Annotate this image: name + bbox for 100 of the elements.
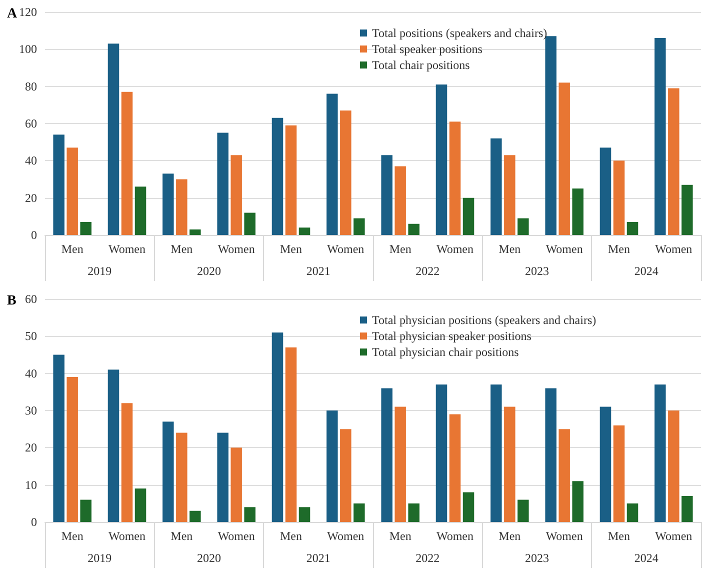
bar (121, 92, 133, 235)
bar (436, 384, 448, 522)
legend-label: Total speaker positions (372, 42, 483, 56)
text: 2019 (88, 551, 112, 565)
bar (162, 422, 174, 522)
bar (408, 224, 420, 235)
y-tick-label: 60 (25, 292, 37, 306)
legend-label: Total positions (speakers and chairs) (372, 26, 548, 40)
y-tick-label: 120 (19, 5, 37, 19)
bar (572, 481, 584, 522)
x-tick-label: Women (655, 242, 692, 256)
bar (626, 222, 638, 235)
bar (381, 388, 392, 522)
bar (285, 125, 297, 235)
bar (108, 370, 120, 522)
bar (80, 222, 92, 235)
bar (572, 188, 584, 235)
chart-title: B (7, 294, 16, 308)
bar (626, 503, 638, 522)
bar (272, 332, 284, 522)
bar (504, 155, 516, 235)
x-tick-label: Men (389, 529, 412, 543)
x-tick-label: Women (108, 242, 146, 256)
bar (134, 488, 146, 522)
bar (668, 88, 680, 235)
bar (462, 198, 474, 235)
bar (354, 218, 365, 235)
y-tick-label: 40 (25, 366, 37, 380)
x-tick-label: Men (498, 529, 521, 543)
bar (298, 228, 310, 235)
x-tick-label: Women (546, 529, 583, 543)
bar (217, 432, 228, 522)
text: 2020 (197, 551, 221, 565)
bar (230, 155, 242, 235)
x-tick-label: Women (218, 242, 255, 256)
bar (354, 503, 365, 522)
bar (326, 410, 338, 522)
bar (613, 160, 625, 235)
x-tick-label: Women (436, 529, 474, 543)
bar (108, 44, 120, 235)
bar (682, 184, 693, 235)
y-tick-label: 20 (25, 440, 37, 455)
bar (654, 38, 666, 235)
text: 2021 (306, 551, 330, 565)
x-tick-label: Women (327, 242, 364, 256)
bar (340, 110, 352, 235)
text: 2022 (416, 264, 440, 278)
x-tick-label: Women (655, 529, 692, 543)
text: 2020 (197, 264, 221, 278)
bar (190, 229, 201, 235)
y-tick-label: 100 (19, 42, 37, 56)
x-tick-label: Men (608, 242, 630, 256)
bar (298, 507, 310, 522)
bar (134, 186, 146, 235)
bar (504, 406, 516, 522)
bar (176, 432, 188, 522)
bar (340, 429, 352, 522)
bar (272, 118, 284, 235)
x-tick-label: Men (61, 242, 84, 256)
bar (449, 122, 461, 235)
bar (545, 36, 556, 235)
bar (326, 94, 338, 235)
x-tick-label: Men (61, 529, 84, 543)
bar (217, 132, 228, 235)
bar (558, 82, 570, 235)
bar (600, 406, 612, 522)
legend-label: Total physician chair positions (372, 345, 520, 359)
y-tick-label: 0 (31, 228, 37, 242)
y-tick-label: 50 (25, 329, 37, 344)
legend-label: Total physician speaker positions (372, 329, 532, 343)
bar (600, 148, 612, 235)
bar (80, 500, 92, 522)
y-tick-label: 80 (25, 79, 37, 94)
bar (190, 510, 201, 522)
bar (121, 403, 133, 522)
x-tick-label: Men (608, 529, 630, 543)
bar (53, 354, 64, 522)
x-tick-label: Women (436, 242, 474, 256)
bar (518, 500, 529, 522)
y-tick-label: 30 (25, 404, 37, 418)
text: 2023 (525, 551, 549, 565)
legend-label: Total chair positions (372, 58, 470, 72)
x-tick-label: Men (280, 242, 302, 256)
bar (449, 414, 461, 522)
legend-label: Total physician positions (speakers and chairs) (372, 313, 596, 327)
bar (230, 448, 242, 522)
chart-title: A (7, 6, 18, 22)
bar (462, 492, 474, 522)
bar (545, 388, 556, 522)
bar (244, 212, 256, 235)
bar (285, 347, 297, 522)
bar (244, 507, 256, 522)
text: 2021 (306, 264, 330, 278)
bar (668, 410, 680, 522)
bar (381, 155, 392, 235)
x-tick-label: Men (280, 529, 302, 543)
bar (654, 384, 666, 522)
x-tick-label: Women (546, 242, 583, 256)
bar (436, 84, 448, 235)
bar (394, 406, 406, 522)
